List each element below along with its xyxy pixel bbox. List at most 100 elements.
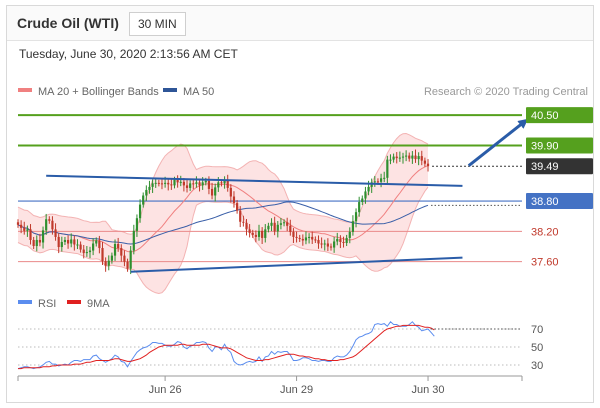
- candle-body: [82, 249, 85, 254]
- candle-body: [345, 237, 348, 243]
- candle-body: [242, 221, 245, 223]
- upper-trendline: [46, 174, 463, 187]
- candle-body: [160, 183, 164, 185]
- candle-body: [236, 203, 239, 211]
- candle-body: [70, 239, 73, 244]
- candle-body: [289, 225, 292, 232]
- candle-body: [392, 156, 395, 160]
- candle-body: [57, 236, 60, 248]
- rsi-panel: 70 50 30: [17, 321, 543, 372]
- ma20-line: [17, 165, 429, 253]
- candle-body: [132, 230, 135, 251]
- candle-body: [23, 227, 26, 231]
- candle-body: [405, 155, 408, 157]
- candle-body: [383, 177, 386, 179]
- candle-body: [411, 155, 414, 159]
- candle-body: [314, 239, 317, 241]
- candle-body: [20, 224, 23, 228]
- candle-body: [104, 261, 107, 266]
- candle-body: [176, 179, 179, 183]
- candle-body: [110, 255, 113, 261]
- bollinger-band-area: [18, 133, 428, 294]
- candle-body: [142, 195, 145, 205]
- candle-body: [66, 239, 70, 244]
- candle-body: [170, 184, 173, 186]
- chart-frame: Crude Oil (WTI) 30 MIN Tuesday, June 30,…: [6, 5, 594, 403]
- candle-body: [167, 182, 170, 185]
- rsi-tick-30: 30: [531, 360, 543, 372]
- level-tag-39.90: [526, 137, 593, 154]
- candle-body: [123, 255, 126, 262]
- candle-body: [320, 243, 323, 245]
- rsi-ma9-line: [18, 324, 435, 370]
- candle-body: [29, 229, 32, 240]
- candle-body: [51, 220, 54, 230]
- candle-body: [395, 156, 398, 159]
- candle-body: [358, 202, 361, 213]
- level-label-39.49: 39.49: [531, 161, 559, 173]
- candle-body: [48, 219, 51, 221]
- candle-body: [185, 185, 189, 188]
- level-label-40.50: 40.50: [531, 110, 559, 122]
- ma9-legend-label: 9MA: [87, 298, 110, 310]
- candle-body: [98, 240, 101, 249]
- candle-body: [151, 183, 154, 187]
- candle-body: [229, 187, 232, 197]
- candle-body: [329, 246, 333, 248]
- candle-body: [276, 224, 279, 232]
- candle-body: [386, 159, 389, 178]
- trendlines: [46, 118, 529, 273]
- candle-body: [32, 239, 35, 247]
- candle-body: [16, 222, 20, 225]
- candle-body: [204, 180, 207, 183]
- candle-body: [145, 189, 148, 196]
- level-tag-39.49: [526, 158, 593, 175]
- candle-body: [317, 239, 320, 244]
- candle-body: [270, 222, 273, 226]
- candle-body: [38, 239, 42, 243]
- candle-body: [73, 239, 76, 245]
- candlesticks: [16, 149, 430, 275]
- candle-body: [129, 250, 132, 269]
- moving-averages: [17, 165, 520, 253]
- level-label-39.90: 39.90: [531, 140, 559, 152]
- candle-body: [92, 243, 95, 251]
- candle-body: [220, 182, 223, 184]
- candle-body: [157, 182, 160, 184]
- chart-header: Crude Oil (WTI) 30 MIN: [7, 6, 593, 41]
- candle-body: [60, 241, 63, 248]
- candle-body: [333, 241, 336, 248]
- candle-body: [408, 155, 411, 159]
- candle-body: [323, 243, 326, 245]
- candle-body: [107, 260, 110, 266]
- candle-body: [264, 229, 267, 238]
- candle-body: [426, 163, 430, 167]
- rsi-legend-swatch: [18, 300, 32, 304]
- rsi-line: [17, 321, 435, 370]
- candle-body: [179, 181, 182, 183]
- candle-body: [379, 178, 383, 182]
- x-tick-label: Jun 29: [280, 384, 313, 396]
- candle-body: [173, 179, 176, 186]
- candle-body: [261, 230, 264, 238]
- candle-body: [26, 229, 29, 231]
- bollinger-lower-line: [17, 186, 429, 295]
- ma20-legend-swatch: [18, 88, 32, 92]
- timeframe-button[interactable]: 30 MIN: [129, 12, 186, 36]
- candle-body: [326, 243, 329, 247]
- candle-body: [138, 204, 142, 219]
- candle-body: [301, 238, 304, 241]
- candle-body: [210, 188, 214, 196]
- candle-body: [223, 180, 226, 184]
- candle-body: [79, 244, 82, 250]
- ma9-legend-swatch: [67, 300, 81, 304]
- x-tick-label: Jun 26: [149, 384, 182, 396]
- candle-body: [201, 182, 204, 186]
- candle-body: [401, 156, 405, 158]
- candle-body: [367, 186, 370, 192]
- candle-body: [198, 182, 201, 186]
- level-label-38.80: 38.80: [531, 196, 559, 208]
- candle-body: [126, 261, 129, 269]
- candle-body: [248, 229, 251, 233]
- candle-body: [113, 244, 117, 256]
